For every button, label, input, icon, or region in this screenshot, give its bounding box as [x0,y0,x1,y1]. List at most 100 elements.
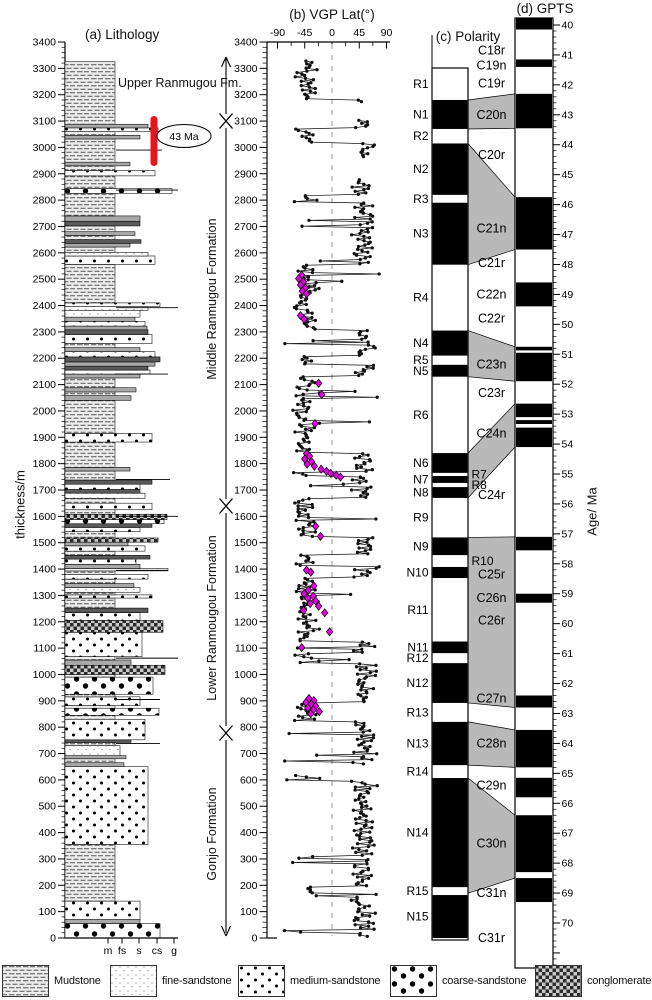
polarity-zone-label: R11 [407,603,428,617]
lith-layer-c [64,923,161,939]
vgp-point [357,118,361,123]
lith-layer-y [64,347,141,352]
vgp-point [307,523,311,527]
polarity-zone-label: N12 [406,676,428,690]
vgp-tick-label: 2200 [234,353,258,365]
vgp-point [371,144,375,149]
vgp-tick-label: 2800 [234,195,258,207]
vgp-point [358,231,362,236]
vgp-point [297,584,301,588]
grain-tick-label: cs [152,945,163,957]
vgp-point [353,817,358,821]
vgp-point [305,356,309,360]
vgp-point [312,520,316,524]
vgp-point [360,249,364,253]
age-tick-label: 64 [562,738,574,750]
age-tick-label: 42 [562,79,574,91]
vgp-tick-label: 1300 [234,590,258,602]
vgp-point [368,840,372,844]
vgp-point [371,204,375,208]
vgp-point [353,370,358,375]
vgp-tick-label: 2000 [234,405,258,417]
lith-layer-y [64,467,131,472]
vgp-point [314,618,318,623]
vgp-point [317,421,322,425]
vgp-tick-label: 100 [240,906,258,918]
age-tick-label: 41 [562,49,574,61]
vgp-point [375,784,379,788]
vgp-point [295,449,299,453]
vgp-point [366,260,370,265]
vgp-point [304,559,308,563]
vgp-point [366,186,371,191]
vgp-rejected-point [299,605,308,615]
polarity-zone-label: R1 [413,77,429,91]
vgp-point [353,785,358,789]
vgp-point [364,469,368,473]
polarity-zone-label: R14 [406,765,428,779]
age-tick-label: 50 [562,319,574,331]
vgp-point [306,652,311,656]
vgp-point [301,498,305,502]
lith-tick-label: 3000 [33,142,57,154]
vgp-x-tick-label: 90 [381,27,393,39]
gpts-normal-interval [516,427,552,448]
vgp-tick-label: 1500 [234,537,258,549]
vgp-tick-label: 200 [240,880,258,892]
vgp-point [375,752,379,756]
break-mark-icon [219,113,233,129]
vgp-point [359,827,363,831]
formation-label-middle: Middle Ranmugou Formation [205,218,219,380]
lith-layer-y [64,583,135,588]
vgp-rejected-point [295,274,303,284]
vgp-point [365,120,369,124]
vgp-point [317,659,321,663]
grain-tick-label: fs [118,945,126,957]
chron-label-C23n: C23n [477,358,507,372]
lith-layer-d [64,555,151,560]
vgp-point [355,672,360,676]
vgp-point [374,663,378,668]
lith-layer-y [64,361,156,367]
lith-layer-c [64,188,173,194]
vgp-rejected-point [317,464,325,474]
polarity-zone-label: N9 [413,539,429,553]
vgp-point [306,82,310,86]
polarity-zone-label: N1 [413,107,429,121]
lith-tick-label: 2300 [33,326,57,338]
vgp-point [353,189,357,194]
vgp-point [282,928,287,933]
vgp-point [310,311,314,315]
vgp-point [300,446,304,450]
chron-label-C19n: C19n [477,58,507,72]
chron-label-C28n: C28n [477,736,507,750]
vgp-point [363,462,367,466]
chron-label-C18r: C18r [478,43,505,57]
vgp-point [353,798,357,802]
vgp-point [356,692,360,697]
polarity-zone-label: R15 [406,884,428,898]
legend-swatch-mudstone [2,965,49,997]
vgp-point [303,362,307,366]
vgp-point [296,402,300,407]
vgp-point [307,440,311,444]
lith-layer-y [64,659,132,666]
age-tick-label: 56 [562,498,574,510]
vgp-point [361,476,366,481]
lith-tick-label: 400 [38,827,56,839]
correlation-polygon [467,330,516,382]
vgp-point [360,647,364,652]
vgp-rejected-point [303,459,311,469]
polarity-zone-label: N4 [413,336,429,350]
lith-tick-label: 500 [38,801,56,813]
vgp-point [313,327,317,331]
grain-tick-label: g [171,945,177,957]
vgp-point [360,802,364,807]
vgp-point [362,905,367,910]
vgp-point [357,834,362,839]
polarity-zone-N10 [432,566,468,579]
vgp-point [300,702,304,707]
vgp-point [366,340,370,344]
